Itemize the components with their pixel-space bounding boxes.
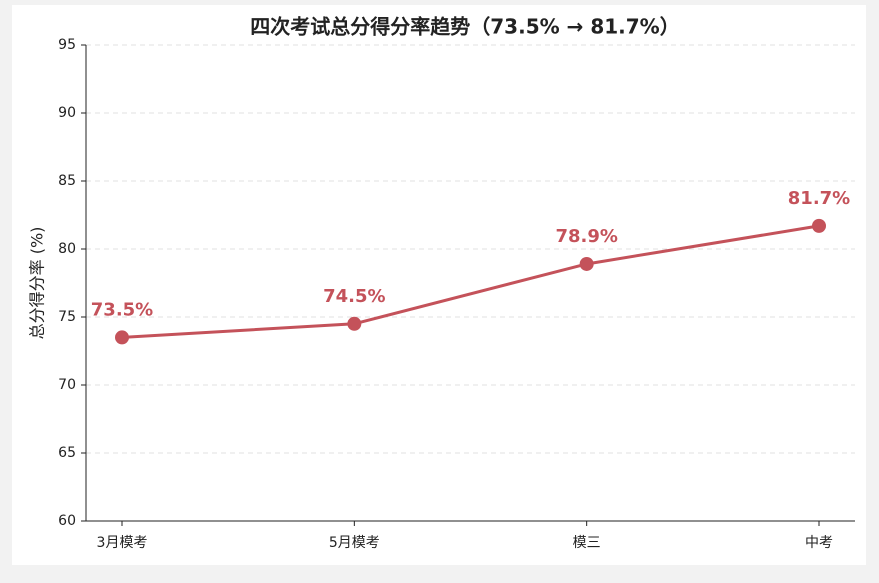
point [115, 330, 129, 345]
y-tick-label: 85 [58, 173, 76, 189]
chart-title: 四次考试总分得分率趋势（73.5% → 81.7%） [250, 15, 679, 39]
y-tick-label: 80 [58, 241, 76, 257]
y-tick-label: 65 [58, 445, 76, 461]
x-tick-label: 3月模考 [97, 535, 148, 551]
value-label: 81.7% [788, 188, 850, 209]
y-tick-label: 70 [58, 377, 76, 393]
y-tick-label: 90 [58, 105, 76, 121]
value-label: 78.9% [555, 226, 617, 247]
point [812, 218, 826, 233]
line [121, 224, 820, 339]
chart-panel [12, 5, 866, 565]
y-axis-label: 总分得分率 (%) [28, 227, 47, 340]
x-tick-label: 5月模考 [329, 535, 380, 551]
value-label: 74.5% [323, 286, 385, 307]
x-tick-label: 模三 [573, 535, 601, 551]
y-tick-label: 95 [58, 37, 76, 53]
x-tick-label: 中考 [805, 535, 833, 551]
point [579, 256, 594, 271]
y-tick-label: 75 [58, 309, 76, 325]
value-label: 73.5% [91, 299, 153, 320]
y-tick-label: 60 [58, 513, 76, 529]
point [347, 316, 362, 331]
